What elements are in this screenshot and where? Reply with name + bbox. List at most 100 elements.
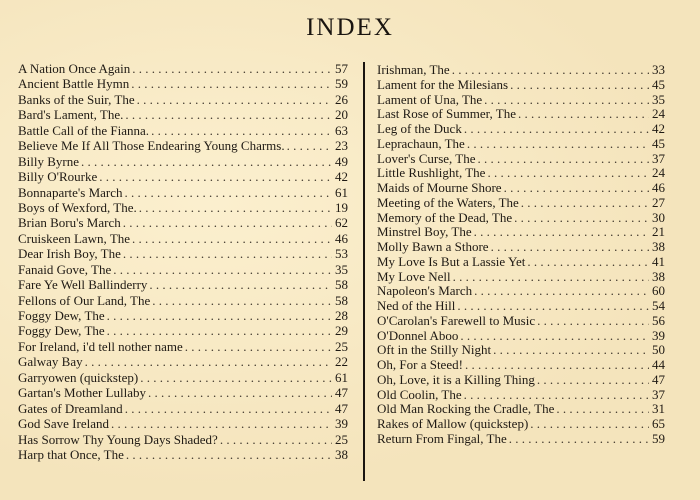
entry-title: Lament for the Milesians <box>377 77 509 92</box>
entry-title: O'Donnel Aboo <box>377 328 459 343</box>
index-entry: Lament for the Milesians 45 <box>377 78 665 93</box>
entry-title: Napoleon's March <box>377 284 473 299</box>
index-entry: Dear Irish Boy, The 53 <box>18 246 348 261</box>
leader-dots <box>140 370 332 385</box>
entry-title: Galway Bay <box>18 354 83 370</box>
entry-title: Bonnaparte's March <box>18 184 123 200</box>
entry-title: Ned of the Hill <box>377 299 456 313</box>
entry-page-number: 38 <box>335 446 348 462</box>
entry-title: Old Man Rocking the Cradle, The <box>377 402 555 417</box>
index-entry: Napoleon's March 60 <box>377 284 665 299</box>
entry-page-number: 45 <box>652 77 665 92</box>
entry-page-number: 21 <box>652 225 665 240</box>
entry-title: Gartan's Mother Lullaby <box>18 385 146 401</box>
entry-title: Gates of Dreamland <box>18 400 123 416</box>
entry-title: Believe Me If All Those Endearing Young … <box>18 138 285 154</box>
leader-dots <box>491 240 649 255</box>
entry-page-number: 65 <box>652 417 665 431</box>
entry-page-number: 26 <box>335 91 348 107</box>
index-entry: Foggy Dew, The 28 <box>18 308 348 323</box>
entry-page-number: 19 <box>335 199 348 215</box>
index-entry: Galway Bay 22 <box>18 354 348 369</box>
index-entry: Old Man Rocking the Cradle, The 31 <box>377 402 665 417</box>
entry-page-number: 62 <box>335 215 348 231</box>
entry-title: Rakes of Mallow (quickstep) <box>377 417 529 431</box>
index-entry: O'Donnel Aboo 39 <box>377 329 665 344</box>
index-entry: Rakes of Mallow (quickstep) 65 <box>377 417 665 432</box>
leader-dots <box>149 277 332 292</box>
leader-dots <box>148 385 332 400</box>
leader-dots <box>556 402 649 417</box>
leader-dots <box>99 169 332 184</box>
leader-dots <box>452 63 649 78</box>
entry-page-number: 39 <box>335 416 348 432</box>
leader-dots <box>126 447 332 462</box>
entry-title: Fanaid Gove, The <box>18 261 112 277</box>
index-entry: Old Coolin, The 37 <box>377 388 665 403</box>
leader-dots <box>151 123 332 138</box>
leader-dots <box>487 166 649 181</box>
index-left-column: A Nation Once Again57Ancient Battle Hymn… <box>18 61 348 462</box>
leader-dots <box>137 92 332 107</box>
entry-title: Brian Boru's March <box>18 215 121 231</box>
index-entry: Irishman, The 33 <box>377 63 665 78</box>
leader-dots <box>464 122 649 137</box>
entry-title: Has Sorrow Thy Young Days Shaded? <box>18 431 218 447</box>
index-entry: Billy O'Rourke 42 <box>18 169 348 184</box>
entry-title: Cruiskeen Lawn, The <box>18 230 131 246</box>
index-entry: Banks of the Suir, The 26 <box>18 92 348 107</box>
leader-dots <box>125 185 332 200</box>
entry-page-number: 27 <box>652 195 665 210</box>
leader-dots <box>125 401 332 416</box>
entry-title: Battle Call of the Fianna. <box>18 122 150 138</box>
entry-page-number: 45 <box>652 136 665 151</box>
leader-dots <box>518 107 649 122</box>
leader-dots <box>132 231 332 246</box>
index-entry: Last Rose of Summer, The 24 <box>377 107 665 122</box>
index-entry: Fellons of Our Land, The 58 <box>18 293 348 308</box>
entry-page-number: 59 <box>652 431 665 446</box>
leader-dots <box>123 246 332 261</box>
entry-page-number: 54 <box>652 299 665 313</box>
index-entry: Meeting of the Waters, The 27 <box>377 196 665 211</box>
index-entry: Molly Bawn a Sthore 38 <box>377 240 665 255</box>
index-entry: Billy Byrne 49 <box>18 154 348 169</box>
column-divider <box>363 62 365 481</box>
entry-title: Leprachaun, The <box>377 136 465 151</box>
entry-title: Foggy Dew, The <box>18 323 105 339</box>
leader-dots <box>510 78 649 93</box>
index-entry: Cruiskeen Lawn, The 46 <box>18 231 348 246</box>
entry-page-number: 58 <box>335 292 348 308</box>
entry-title: Return From Fingal, The <box>377 431 507 446</box>
leader-dots <box>139 200 332 215</box>
entry-page-number: 42 <box>652 122 665 136</box>
entry-title: Fellons of Our Land, The <box>18 292 151 308</box>
entry-title: Old Coolin, The <box>377 387 462 402</box>
entry-title: Molly Bawn a Sthore <box>377 240 489 254</box>
index-entry: Gates of Dreamland 47 <box>18 401 348 416</box>
entry-title: Lover's Curse, The <box>377 151 476 166</box>
entry-page-number: 57 <box>335 61 348 76</box>
index-entry: Bard's Lament, The. 20 <box>18 107 348 122</box>
entry-page-number: 61 <box>335 184 348 200</box>
entry-title: O'Carolan's Farewell to Music <box>377 313 536 328</box>
entry-title: Leg of the Duck <box>377 122 462 136</box>
entry-page-number: 23 <box>335 138 348 154</box>
leader-dots <box>537 373 649 388</box>
entry-title: Harp that Once, The <box>18 446 124 462</box>
index-entry: Maids of Mourne Shore 46 <box>377 181 665 196</box>
leader-dots <box>85 354 332 369</box>
entry-title: Oh, For a Steed! <box>377 358 463 372</box>
entry-title: Maids of Mourne Shore <box>377 181 502 195</box>
page-title: INDEX <box>306 14 394 41</box>
entry-page-number: 29 <box>335 323 348 339</box>
leader-dots <box>504 181 649 196</box>
leader-dots <box>132 61 332 76</box>
entry-page-number: 39 <box>652 328 665 343</box>
index-entry: Harp that Once, The 38 <box>18 447 348 462</box>
entry-title: Banks of the Suir, The <box>18 91 135 107</box>
entry-page-number: 53 <box>335 246 348 262</box>
entry-page-number: 25 <box>335 338 348 354</box>
entry-title: Ancient Battle Hymn <box>18 76 130 92</box>
index-entry: My Love Nell 38 <box>377 270 665 285</box>
